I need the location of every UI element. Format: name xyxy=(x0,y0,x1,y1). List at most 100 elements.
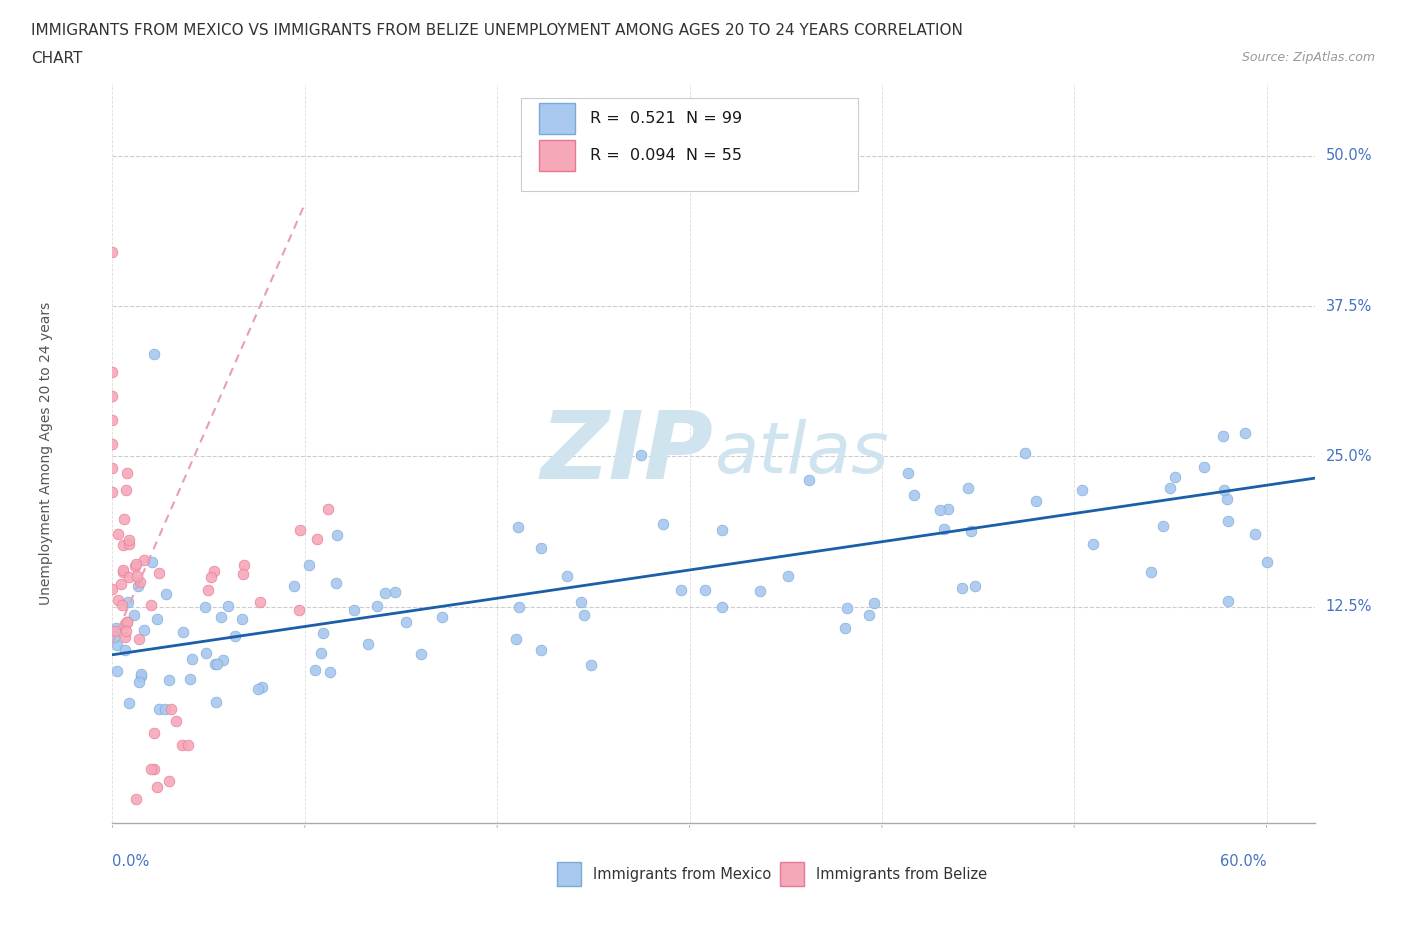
FancyBboxPatch shape xyxy=(540,103,575,134)
Point xyxy=(197,583,219,598)
Point xyxy=(290,523,312,538)
Point xyxy=(212,653,235,668)
Point xyxy=(118,532,141,547)
Text: 60.0%: 60.0% xyxy=(1220,854,1267,869)
Point xyxy=(125,791,148,806)
Text: Source: ZipAtlas.com: Source: ZipAtlas.com xyxy=(1241,51,1375,64)
Point xyxy=(384,585,406,600)
Point xyxy=(101,245,124,259)
Point xyxy=(776,568,799,583)
Point xyxy=(430,609,453,624)
Point xyxy=(530,540,553,555)
Point xyxy=(695,582,717,597)
Point xyxy=(181,652,204,667)
FancyBboxPatch shape xyxy=(780,862,804,886)
Point xyxy=(101,461,124,476)
Point xyxy=(111,565,134,579)
Point xyxy=(172,625,194,640)
Point xyxy=(711,522,734,537)
Point xyxy=(356,636,378,651)
Point xyxy=(148,701,170,716)
Point xyxy=(141,554,163,569)
Text: R =  0.521  N = 99: R = 0.521 N = 99 xyxy=(589,111,742,126)
Point xyxy=(115,614,138,629)
Point xyxy=(671,583,693,598)
Text: atlas: atlas xyxy=(713,418,889,488)
Point xyxy=(141,598,163,613)
Point xyxy=(316,502,339,517)
Point xyxy=(112,563,135,578)
Point xyxy=(117,615,139,630)
Point xyxy=(118,537,141,551)
Point xyxy=(142,725,165,740)
Point xyxy=(326,528,349,543)
Point xyxy=(127,568,149,583)
Point xyxy=(157,673,180,688)
Point xyxy=(312,625,335,640)
Point xyxy=(101,365,124,379)
Point xyxy=(127,578,149,593)
Point xyxy=(132,552,155,567)
Point xyxy=(139,762,162,777)
Point xyxy=(630,447,652,462)
Point xyxy=(936,501,959,516)
Point xyxy=(965,578,987,593)
Point xyxy=(1218,513,1240,528)
Point xyxy=(858,607,880,622)
Point xyxy=(195,646,218,661)
Point xyxy=(249,595,271,610)
Point xyxy=(508,600,530,615)
Point xyxy=(143,762,166,777)
Point xyxy=(194,600,217,615)
Point xyxy=(118,569,141,584)
Point xyxy=(179,671,201,686)
Text: 37.5%: 37.5% xyxy=(1326,299,1372,313)
Point xyxy=(1152,519,1174,534)
Text: Immigrants from Mexico: Immigrants from Mexico xyxy=(593,867,772,882)
Point xyxy=(960,524,983,538)
Point xyxy=(146,779,169,794)
Text: 12.5%: 12.5% xyxy=(1326,599,1372,614)
Point xyxy=(117,594,139,609)
Point xyxy=(231,611,253,626)
Point xyxy=(1216,491,1239,506)
Point xyxy=(409,647,432,662)
Point xyxy=(124,608,146,623)
Point xyxy=(125,557,148,572)
Point xyxy=(207,657,229,671)
Point xyxy=(103,630,125,644)
Point xyxy=(104,624,127,639)
Point xyxy=(246,682,269,697)
Point xyxy=(572,607,595,622)
Point xyxy=(374,586,396,601)
Point xyxy=(1216,594,1239,609)
Point xyxy=(224,628,246,643)
Point xyxy=(155,587,177,602)
Point xyxy=(217,599,239,614)
Point xyxy=(107,593,129,608)
Point xyxy=(153,701,176,716)
Point xyxy=(101,437,124,452)
Point xyxy=(132,622,155,637)
Point xyxy=(505,632,527,647)
Point xyxy=(950,580,973,595)
Point xyxy=(395,615,418,630)
Text: R =  0.094  N = 55: R = 0.094 N = 55 xyxy=(589,148,742,163)
Point xyxy=(105,621,128,636)
Point xyxy=(288,603,311,618)
Point xyxy=(202,564,225,578)
FancyBboxPatch shape xyxy=(522,99,858,191)
Point xyxy=(131,667,153,682)
Point xyxy=(1212,483,1234,498)
Point xyxy=(105,664,128,679)
Point xyxy=(934,522,956,537)
Point xyxy=(506,519,529,534)
Point xyxy=(124,559,146,574)
Point xyxy=(172,737,194,752)
Point xyxy=(652,516,675,531)
Point xyxy=(115,624,138,639)
Point xyxy=(101,413,124,428)
Point xyxy=(1025,493,1047,508)
Point xyxy=(159,701,181,716)
Point xyxy=(128,674,150,689)
